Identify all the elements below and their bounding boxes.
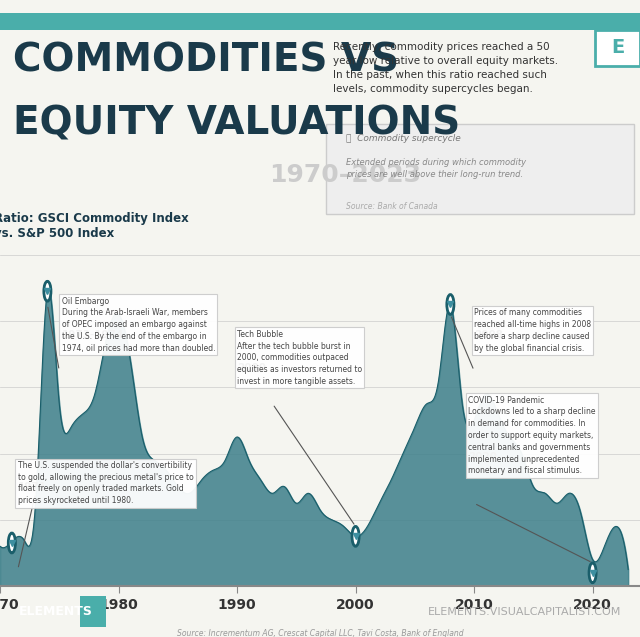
FancyBboxPatch shape — [326, 124, 634, 213]
Text: ⓘ  Commodity supercycle: ⓘ Commodity supercycle — [346, 134, 460, 143]
Text: 1971: 1971 — [18, 482, 47, 492]
Circle shape — [589, 563, 596, 583]
Text: 1970–2023: 1970–2023 — [269, 163, 421, 187]
Text: EQUITY VALUATIONS: EQUITY VALUATIONS — [13, 104, 460, 143]
Text: COMMODITIES VS: COMMODITIES VS — [13, 42, 399, 80]
Text: Source: Incrementum AG, Crescat Capital LLC, Tavi Costa, Bank of England: Source: Incrementum AG, Crescat Capital … — [177, 629, 463, 637]
Text: ELEMENTS.VISUALCAPITALIST.COM: ELEMENTS.VISUALCAPITALIST.COM — [428, 606, 621, 617]
Circle shape — [352, 526, 359, 547]
FancyBboxPatch shape — [80, 596, 106, 627]
Circle shape — [447, 294, 454, 315]
Text: 2008: 2008 — [474, 329, 503, 340]
Text: Tech Bubble
After the tech bubble burst in
2000, commodities outpaced
equities a: Tech Bubble After the tech bubble burst … — [237, 330, 362, 386]
Text: 2020: 2020 — [468, 452, 497, 462]
Text: The U.S. suspended the dollar's convertibility
to gold, allowing the precious me: The U.S. suspended the dollar's converti… — [18, 461, 193, 505]
Text: Extended periods during which commodity
prices are well above their long-run tre: Extended periods during which commodity … — [346, 158, 525, 179]
Text: COVID-19 Pandemic
Lockdowns led to a sharp decline
in demand for commodities. In: COVID-19 Pandemic Lockdowns led to a sha… — [468, 396, 596, 475]
Text: Prices of many commodities
reached all-time highs in 2008
before a sharp decline: Prices of many commodities reached all-t… — [474, 308, 591, 353]
Text: 1973-1974: 1973-1974 — [61, 329, 124, 340]
Text: Oil Embargo
During the Arab-Israeli War, members
of OPEC imposed an embargo agai: Oil Embargo During the Arab-Israeli War,… — [61, 297, 215, 353]
Text: Ratio: GSCI Commodity Index
vs. S&P 500 Index: Ratio: GSCI Commodity Index vs. S&P 500 … — [0, 211, 188, 240]
Text: E: E — [611, 38, 624, 57]
Circle shape — [8, 533, 15, 553]
Text: Source: Bank of Canada: Source: Bank of Canada — [346, 201, 437, 211]
FancyBboxPatch shape — [0, 13, 640, 30]
FancyBboxPatch shape — [595, 30, 640, 66]
Text: ELEMENTS: ELEMENTS — [19, 605, 93, 618]
Circle shape — [44, 282, 51, 301]
Text: Recently, commodity prices reached a 50
year low relative to overall equity mark: Recently, commodity prices reached a 50 … — [333, 42, 558, 94]
Text: 2000: 2000 — [237, 362, 266, 373]
